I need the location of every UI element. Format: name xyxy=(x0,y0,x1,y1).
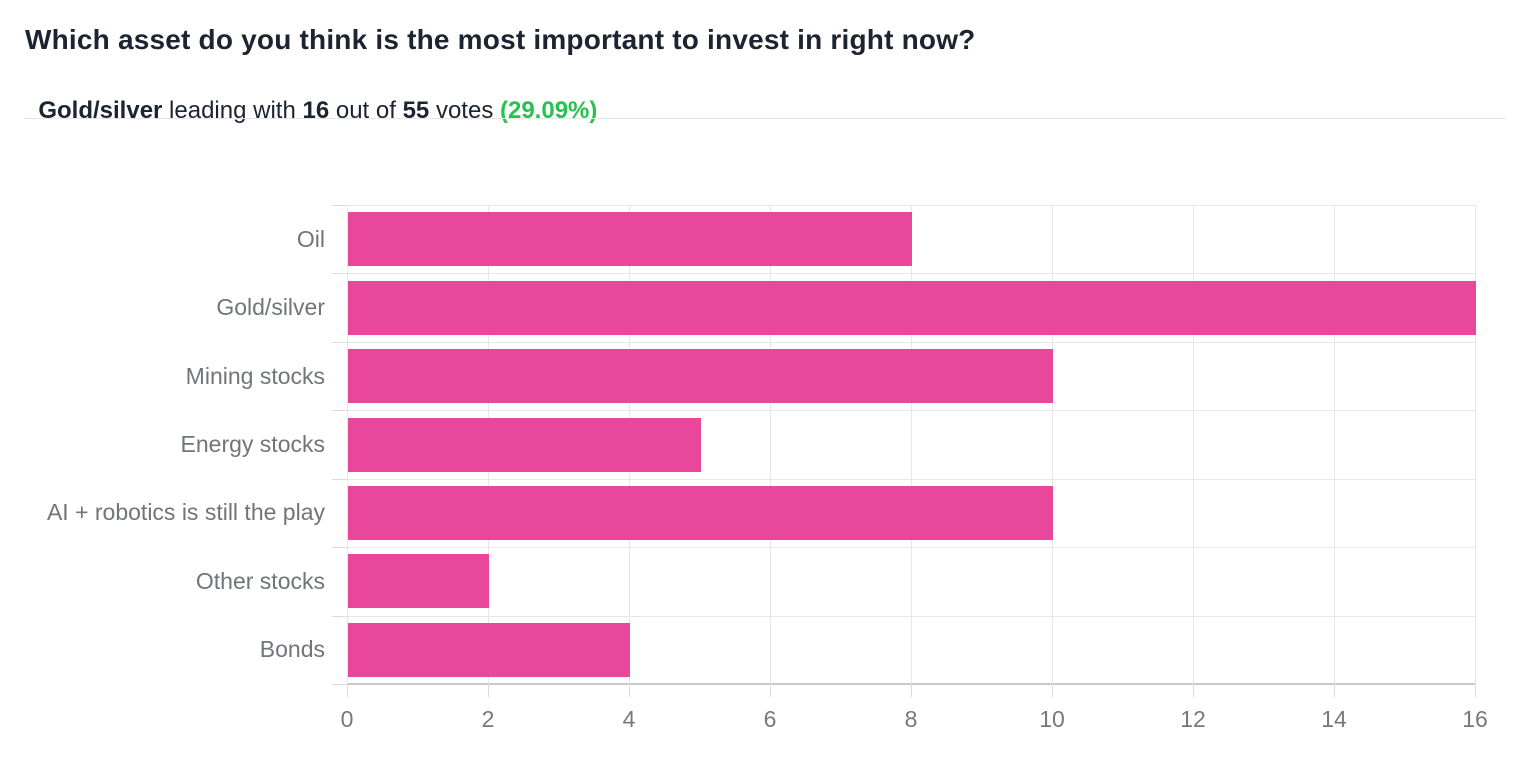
gridline-horizontal xyxy=(347,410,1475,412)
y-category-label: Gold/silver xyxy=(216,294,325,321)
gridline-horizontal xyxy=(347,478,1475,480)
gridline-horizontal xyxy=(347,205,1475,206)
y-category-label: Bonds xyxy=(259,636,325,663)
x-axis-tick xyxy=(488,684,489,697)
x-tick-label: 2 xyxy=(481,706,495,732)
y-category-label: Oil xyxy=(296,225,325,252)
gridline-vertical xyxy=(1193,205,1194,684)
gridline-vertical xyxy=(770,205,771,684)
y-axis-tick xyxy=(332,478,347,480)
x-axis-tick xyxy=(1475,684,1476,697)
y-category-label: Energy stocks xyxy=(180,430,325,457)
gridline-vertical xyxy=(1052,205,1053,684)
bar xyxy=(348,280,1476,335)
gridline-vertical xyxy=(1334,205,1335,684)
poll-summary: Gold/silver leading with 16 out of 55 vo… xyxy=(25,69,597,125)
bar xyxy=(348,554,489,609)
y-category-label: AI + robotics is still the play xyxy=(46,499,325,526)
y-axis-tick xyxy=(332,205,347,206)
y-axis-labels: Oil Gold/silver Mining stocks Energy stocks… xyxy=(0,205,325,684)
x-axis-tick xyxy=(1193,684,1194,697)
gridline-horizontal xyxy=(347,615,1475,617)
x-axis-tick xyxy=(629,684,630,697)
gridline-vertical xyxy=(347,205,348,684)
bar xyxy=(348,622,630,677)
summary-text-3: votes xyxy=(429,97,500,124)
x-tick-label: 10 xyxy=(1039,706,1065,732)
bar xyxy=(348,349,1053,404)
summary-text-2: out of xyxy=(329,97,403,124)
x-axis-tick xyxy=(911,684,912,697)
gridline-vertical xyxy=(1475,205,1476,684)
gridline-horizontal xyxy=(347,547,1475,549)
x-tick-label: 8 xyxy=(904,706,918,732)
leading-option-label: Gold/silver xyxy=(38,97,163,124)
total-votes-count: 55 xyxy=(402,97,430,124)
y-axis-tick xyxy=(332,547,347,549)
x-axis-tick xyxy=(1052,684,1053,697)
y-category-label: Mining stocks xyxy=(185,362,325,389)
leading-votes-count: 16 xyxy=(302,97,330,124)
page-title: Which asset do you think is the most imp… xyxy=(25,24,976,55)
plot-area xyxy=(332,205,1476,697)
y-axis-tick xyxy=(332,410,347,412)
y-axis-tick xyxy=(332,341,347,343)
gridline-vertical xyxy=(911,205,912,684)
bar xyxy=(348,417,701,472)
y-category-label: Other stocks xyxy=(195,567,325,594)
bar xyxy=(348,212,912,267)
x-tick-label: 16 xyxy=(1462,706,1488,732)
y-axis-tick xyxy=(332,615,347,617)
y-axis-tick xyxy=(332,684,347,685)
x-axis-tick xyxy=(1334,684,1335,697)
x-tick-label: 6 xyxy=(763,706,777,732)
gridline-horizontal xyxy=(347,341,1475,343)
x-tick-label: 0 xyxy=(340,706,354,732)
gridline-horizontal xyxy=(347,273,1475,275)
leading-percent-badge: (29.09%) xyxy=(499,97,598,124)
header-divider xyxy=(24,118,1506,119)
x-tick-label: 4 xyxy=(622,706,636,732)
x-tick-label: 12 xyxy=(1180,706,1206,732)
summary-text-1: leading with xyxy=(162,97,303,124)
y-axis-tick xyxy=(332,273,347,275)
x-axis-tick xyxy=(347,684,348,697)
x-axis-labels: 0 2 4 6 8 10 12 14 16 xyxy=(341,706,1488,736)
x-axis-tick xyxy=(770,684,771,697)
bar xyxy=(348,485,1053,540)
x-tick-label: 14 xyxy=(1321,706,1347,732)
